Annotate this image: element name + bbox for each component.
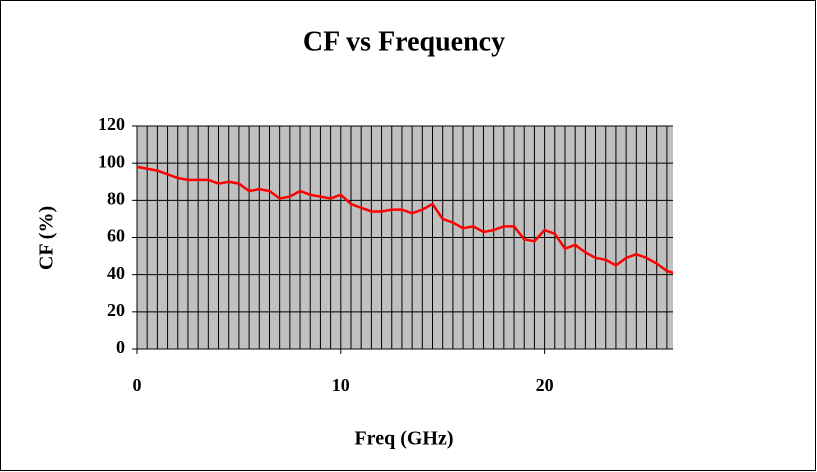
- y-tick-label: 40: [107, 263, 125, 283]
- y-tick-label: 60: [107, 226, 125, 246]
- y-tick-label: 120: [98, 114, 125, 134]
- y-tick-label: 80: [107, 188, 125, 208]
- y-tick-label: 0: [116, 337, 125, 357]
- x-tick-label: 20: [536, 375, 554, 395]
- x-axis-label: Freq (GHz): [354, 428, 453, 450]
- x-tick-label: 10: [332, 375, 350, 395]
- y-tick-label: 20: [107, 300, 125, 320]
- x-tick-label: 0: [133, 375, 142, 395]
- y-axis-label: CF (%): [36, 206, 58, 270]
- data-line: [136, 165, 674, 275]
- chart-title: CF vs Frequency: [303, 26, 505, 57]
- y-tick-label: 100: [98, 151, 125, 171]
